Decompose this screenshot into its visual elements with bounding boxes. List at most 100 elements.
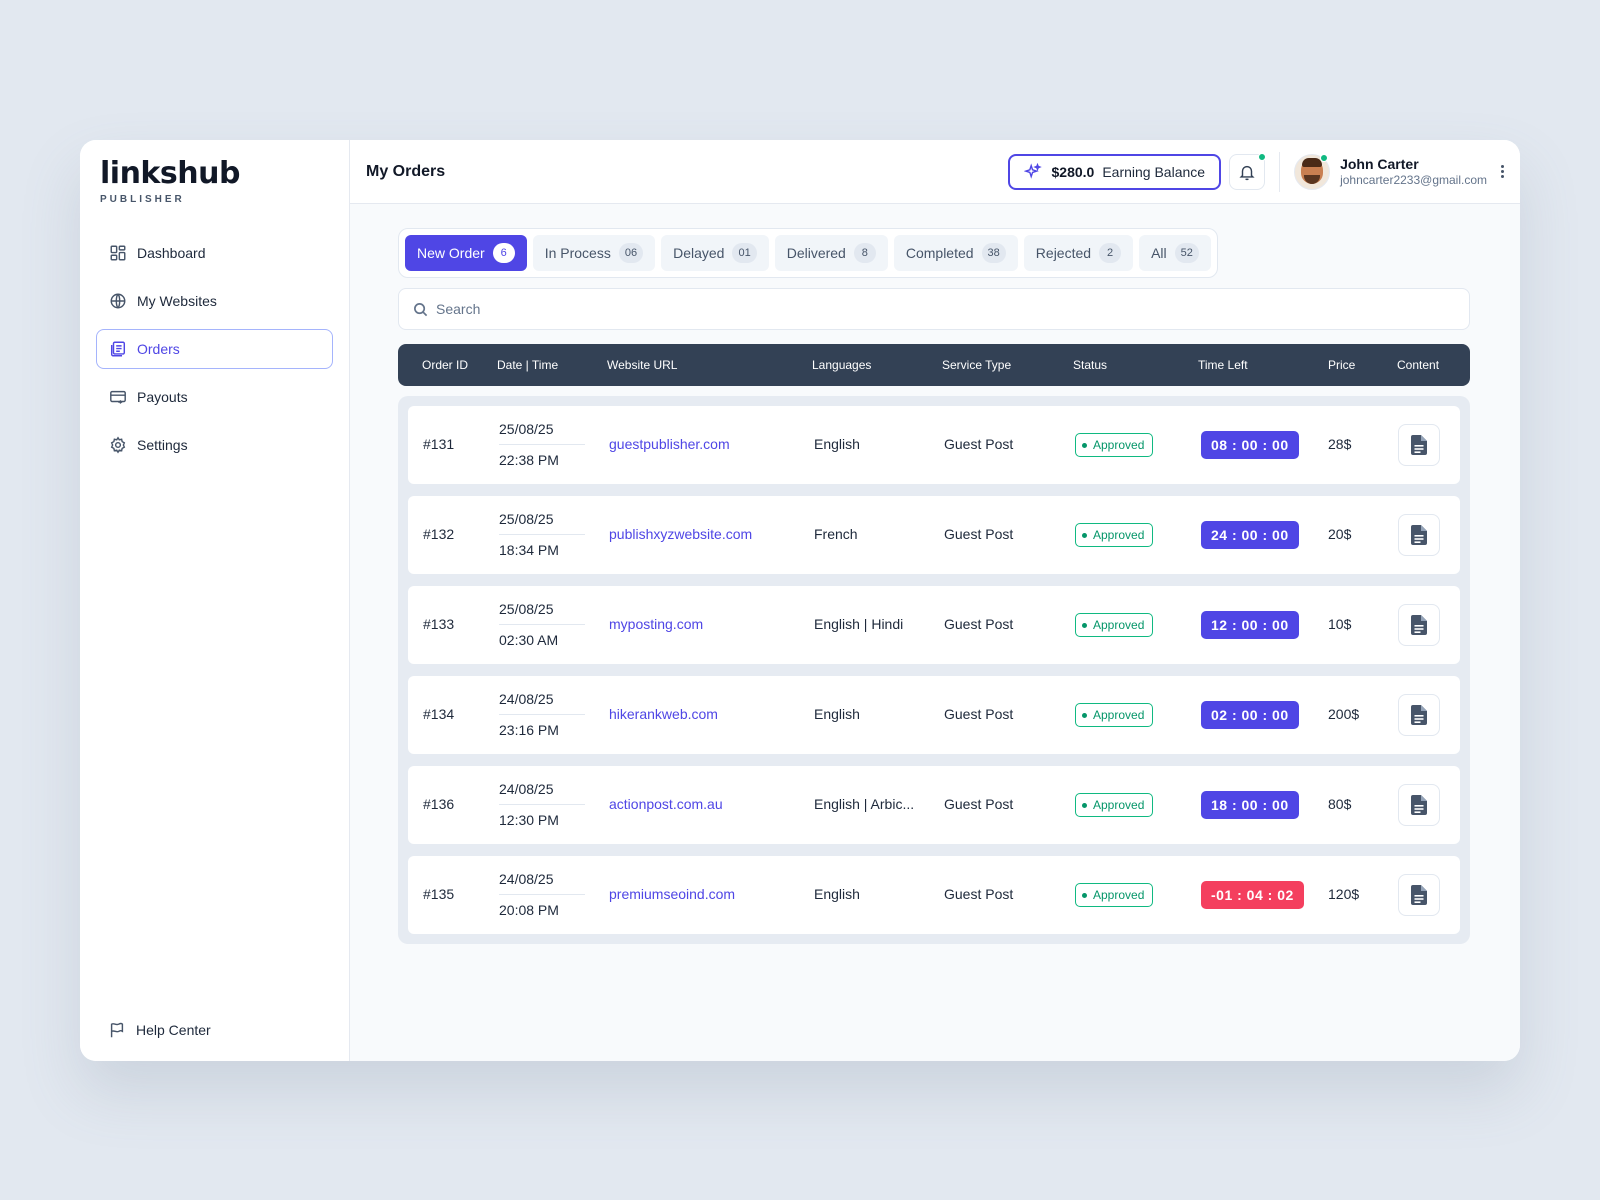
languages: English — [814, 436, 860, 452]
order-time: 22:38 PM — [499, 452, 559, 468]
sidebar-nav: Dashboard My Websites Orders Payouts Set… — [80, 233, 349, 465]
time-left-badge: 02 : 00 : 00 — [1201, 701, 1299, 729]
sidebar-item-label: Payouts — [137, 389, 188, 405]
divider — [499, 534, 585, 535]
column-header-date-time[interactable]: Date | Time — [497, 358, 559, 372]
column-header-website-url[interactable]: Website URL — [607, 358, 678, 372]
column-header-price[interactable]: Price — [1328, 358, 1356, 372]
more-options-icon[interactable] — [1501, 165, 1504, 178]
document-icon — [1411, 705, 1427, 725]
document-icon — [1411, 615, 1427, 635]
order-time: 02:30 AM — [499, 632, 559, 648]
order-id: #134 — [423, 706, 455, 722]
order-date: 24/08/25 — [499, 691, 554, 707]
time-left-badge: 08 : 00 : 00 — [1201, 431, 1299, 459]
tab-in-process[interactable]: In Process 06 — [532, 235, 656, 271]
status-badge: Approved — [1075, 523, 1154, 547]
help-center-label: Help Center — [136, 1022, 211, 1038]
brand-logo[interactable]: linkshub PUBLISHER — [80, 140, 349, 205]
tab-count-badge: 38 — [981, 243, 1006, 263]
time-left-badge: 24 : 00 : 00 — [1201, 521, 1299, 549]
tab-label: All — [1151, 245, 1167, 261]
table-row[interactable]: #131 25/08/25 22:38 PM guestpublisher.com En… — [408, 406, 1460, 484]
languages: English — [814, 706, 860, 722]
service-type: Guest Post — [944, 886, 1014, 902]
tab-completed[interactable]: Completed 38 — [893, 235, 1018, 271]
user-profile[interactable]: John Carter johncarter2233@gmail.com — [1294, 153, 1487, 190]
website-url-link[interactable]: guestpublisher.com — [609, 436, 730, 452]
sidebar-item-payouts[interactable]: Payouts — [96, 377, 333, 417]
column-header-time-left[interactable]: Time Left — [1198, 358, 1248, 372]
column-header-order-id[interactable]: Order ID — [422, 358, 469, 372]
website-url-link[interactable]: premiumseoind.com — [609, 886, 736, 902]
website-url-link[interactable]: actionpost.com.au — [609, 796, 723, 812]
notifications-button[interactable] — [1229, 152, 1267, 190]
sidebar-item-orders[interactable]: Orders — [96, 329, 333, 369]
tab-label: Delivered — [786, 245, 846, 261]
brand-name: linkshub — [100, 156, 240, 191]
table-row[interactable]: #134 24/08/25 23:16 PM hikerankweb.com Engli… — [408, 676, 1460, 754]
divider — [1279, 151, 1281, 192]
column-header-status[interactable]: Status — [1073, 358, 1108, 372]
view-content-button[interactable] — [1398, 424, 1440, 466]
table-row[interactable]: #132 25/08/25 18:34 PM publishxyzwebsite.co… — [408, 496, 1460, 574]
tab-rejected[interactable]: Rejected 2 — [1023, 235, 1134, 271]
user-info: John Carter johncarter2233@gmail.com — [1340, 156, 1487, 188]
balance-amount: $280.0 — [1051, 163, 1095, 180]
earning-balance-button[interactable]: $280.0 Earning Balance — [1007, 153, 1222, 190]
main-content: My Orders $280.0 Earning Balance — [350, 140, 1520, 1061]
sparkle-icon — [1023, 162, 1042, 179]
column-header-service-type[interactable]: Service Type — [942, 358, 1012, 372]
view-content-button[interactable] — [1398, 874, 1440, 916]
view-content-button[interactable] — [1398, 514, 1440, 556]
tab-all[interactable]: All 52 — [1139, 235, 1211, 271]
order-status-tabs: New Order 6 In Process 06 Delayed 01 Del… — [398, 228, 1218, 278]
table-row[interactable]: #136 24/08/25 12:30 PM actionpost.com.au Eng… — [408, 766, 1460, 844]
tab-count-badge: 6 — [492, 243, 515, 263]
view-content-button[interactable] — [1398, 784, 1440, 826]
table-row[interactable]: #135 24/08/25 20:08 PM premiumseoind.com Eng… — [408, 856, 1460, 934]
tab-delivered[interactable]: Delivered 8 — [774, 235, 888, 271]
search-bar — [398, 288, 1470, 330]
tab-label: Completed — [905, 245, 974, 261]
app-window: linkshub PUBLISHER Dashboard My Websites… — [80, 140, 1520, 1061]
service-type: Guest Post — [944, 706, 1014, 722]
service-type: Guest Post — [944, 616, 1014, 632]
sidebar-item-settings[interactable]: Settings — [96, 425, 333, 465]
price: 120$ — [1328, 886, 1360, 902]
sidebar-item-dashboard[interactable]: Dashboard — [96, 233, 333, 273]
online-status-dot — [1320, 153, 1329, 162]
tab-delayed[interactable]: Delayed 01 — [661, 235, 769, 271]
view-content-button[interactable] — [1398, 604, 1440, 646]
column-header-content[interactable]: Content — [1397, 358, 1440, 372]
page-title: My Orders — [366, 162, 446, 180]
column-header-languages[interactable]: Languages — [812, 358, 872, 372]
status-badge: Approved — [1075, 703, 1154, 727]
tab-new-order[interactable]: New Order 6 — [405, 235, 527, 271]
sidebar-item-my-websites[interactable]: My Websites — [96, 281, 333, 321]
view-content-button[interactable] — [1398, 694, 1440, 736]
dashboard-icon — [110, 245, 126, 261]
orders-icon — [110, 341, 126, 357]
table-header: Order ID Date | Time Website URL Languag… — [398, 344, 1470, 386]
order-id: #133 — [423, 616, 455, 632]
tab-label: Rejected — [1035, 245, 1092, 261]
price: 200$ — [1328, 706, 1360, 722]
table-row[interactable]: #133 25/08/25 02:30 AM myposting.com English… — [408, 586, 1460, 664]
service-type: Guest Post — [944, 796, 1014, 812]
user-name: John Carter — [1340, 155, 1419, 172]
website-url-link[interactable]: hikerankweb.com — [609, 706, 718, 722]
brand-subtitle: PUBLISHER — [100, 194, 185, 205]
price: 80$ — [1328, 796, 1352, 812]
sidebar: linkshub PUBLISHER Dashboard My Websites… — [80, 140, 350, 1061]
order-id: #131 — [423, 436, 455, 452]
website-url-link[interactable]: publishxyzwebsite.com — [609, 526, 753, 542]
date-time-cell: 24/08/25 20:08 PM — [499, 870, 585, 919]
bell-icon — [1239, 165, 1255, 180]
search-input[interactable] — [436, 301, 1455, 317]
languages: English | Arbic... — [814, 796, 915, 812]
date-time-cell: 25/08/25 22:38 PM — [499, 420, 585, 469]
help-center-link[interactable]: Help Center — [108, 1021, 211, 1039]
tab-label: New Order — [417, 245, 485, 261]
website-url-link[interactable]: myposting.com — [609, 616, 704, 632]
